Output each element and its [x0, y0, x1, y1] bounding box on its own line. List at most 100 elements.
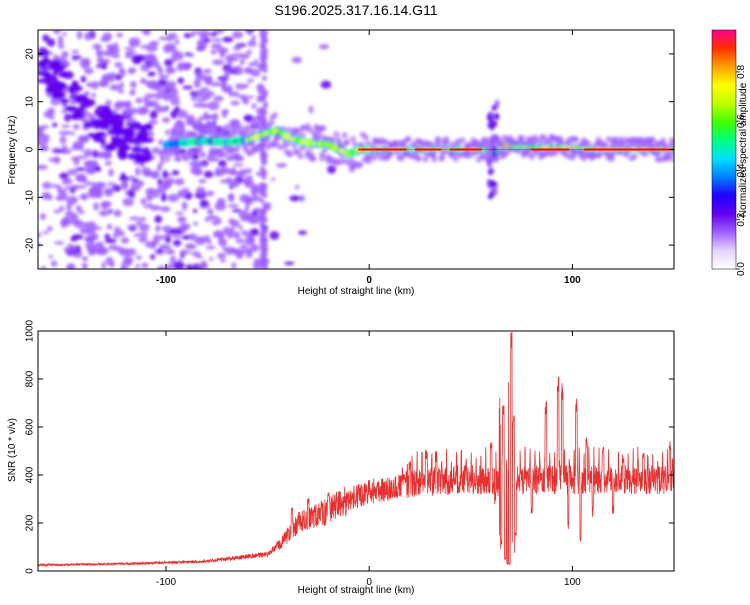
spectrogram-noise-blob [87, 244, 93, 250]
spectrogram-noise-blob [38, 129, 45, 138]
spectrogram-diagonal-blob [79, 102, 90, 109]
spectrogram-noise-blob [230, 226, 235, 234]
spectrogram-noise-blob [96, 64, 103, 69]
spectrogram-noise-blob [181, 201, 188, 211]
spectrogram-noise-blob [151, 100, 159, 108]
spectrogram-noise-blob [195, 255, 203, 259]
spectrogram-noise-blob [227, 204, 239, 208]
spectrogram-noise-blob [59, 172, 69, 180]
spectrogram-noise-blob [155, 235, 167, 240]
spectrogram-diagonal-blob [40, 64, 48, 70]
spectrogram-halo [649, 136, 656, 143]
spectrogram-stripe-blob [260, 189, 266, 195]
spectrogram-noise-blob [246, 249, 252, 253]
spectrogram-noise-blob [138, 236, 148, 243]
spectrogram-noise-blob [169, 255, 177, 264]
spectrogram-noise-blob [104, 233, 111, 240]
spectrogram-noise-blob [84, 235, 96, 243]
spectrogram-diagonal-blob [81, 97, 90, 102]
spectrogram-tone-core [498, 146, 503, 150]
spectrogram-stripe-blob [259, 258, 265, 264]
spectrogram-tone-core [522, 145, 527, 149]
spectrogram-stripe-blob [262, 262, 268, 268]
spectrogram-noise-blob [85, 114, 96, 118]
spectrogram-diagonal-blob [96, 131, 104, 137]
spectrogram-noise-blob [92, 149, 99, 158]
spectrogram-disturbance-blob [491, 137, 497, 144]
spectrogram-noise-blob [39, 213, 46, 220]
spectrogram-noise-blob [90, 226, 103, 230]
spectrogram-noise-blob [111, 53, 121, 59]
spectrogram-noise-blob [157, 66, 164, 75]
spectrogram-noise-blob [149, 205, 161, 211]
spectrogram-halo [315, 132, 322, 139]
spectrogram-noise-blob [243, 196, 254, 205]
spectrogram-diagonal-blob [54, 83, 67, 91]
spectrogram-noise-blob [217, 159, 227, 168]
spectrogram-disturbance-blob [494, 99, 500, 106]
spectrogram-noise-blob [75, 173, 87, 183]
spectrogram-disturbance-blob [493, 156, 499, 163]
spectrogram-disturbance-blob [487, 169, 493, 176]
colorbar-tick-label: 0.0 [736, 262, 747, 276]
spectrogram-noise-blob [91, 92, 96, 98]
spectrogram-noise-blob [112, 232, 119, 239]
spectrogram-noise-blob [128, 189, 134, 195]
spectrogram-noise-blob [182, 187, 190, 195]
spectrogram-noise-blob [271, 177, 276, 181]
colorbar-tick-label: 0.2 [736, 212, 747, 226]
spectrogram-halo [232, 127, 239, 134]
spectrogram-xtick-label: -100 [156, 275, 176, 286]
spectrogram-noise-blob [143, 96, 149, 103]
spectrogram-stripe-blob [262, 250, 268, 256]
spectrogram-noise-blob [71, 55, 83, 60]
snr-ytick-label: 0 [25, 568, 36, 574]
spectrogram-noise-blob [242, 177, 254, 185]
spectrogram-halo [349, 158, 356, 165]
spectrogram-halo [443, 139, 450, 146]
spectrogram-noise-blob [205, 190, 215, 197]
spectrogram-stripe-blob [262, 183, 268, 189]
spectrogram-noise-blob [81, 262, 88, 269]
spectrogram-noise-blob [70, 184, 81, 191]
spectrogram-diagonal-blob [104, 144, 114, 150]
spectrogram-noise-blob [93, 202, 100, 211]
spectrogram-diagonal-blob [46, 64, 59, 71]
spectrogram-noise-blob [52, 122, 58, 128]
spectrogram-noise-blob [135, 264, 140, 269]
spectrogram-noise-blob [38, 140, 49, 146]
spectrogram-disturbance-blob [488, 117, 494, 124]
spectrogram-noise-blob [124, 46, 135, 51]
spectrogram-noise-blob [243, 114, 253, 122]
spectrogram-noise-blob [204, 38, 211, 43]
spectrogram-noise-blob [53, 30, 61, 35]
spectrogram-halo [392, 140, 399, 147]
spectrogram-noise-blob [222, 246, 228, 251]
spectrogram-noise-blob [162, 44, 173, 54]
spectrogram-noise-blob [187, 53, 195, 58]
spectrogram-noise-blob [246, 30, 253, 35]
spectrogram-noise-blob [125, 248, 137, 256]
spectrogram-noise-blob [233, 45, 242, 51]
spectrogram-halo [517, 135, 524, 142]
spectrogram-noise-blob [45, 92, 53, 98]
spectrogram-noise-blob [157, 79, 168, 87]
spectrogram-noise-blob [197, 117, 202, 124]
spectrogram-noise-blob [230, 100, 240, 106]
spectrogram-noise-blob [130, 88, 136, 96]
spectrogram-diagonal-blob [140, 155, 152, 163]
spectrogram-diagonal-blob [38, 47, 47, 52]
spectrogram-noise-blob [222, 36, 234, 43]
spectrogram-noise-blob [38, 164, 48, 170]
spectrogram-noise-blob [220, 258, 226, 263]
spectrogram-stripe-blob [260, 169, 266, 175]
spectrogram-diagonal-blob [125, 122, 137, 127]
spectrogram-noise-blob [187, 233, 198, 241]
spectrogram-noise-blob [179, 249, 186, 256]
spectrogram-noise-blob [84, 32, 92, 41]
spectrogram-noise-blob [125, 117, 136, 124]
spectrogram-noise-blob [171, 234, 182, 239]
spectrogram-noise-blob [114, 226, 121, 234]
spectrogram-noise-blob [38, 232, 42, 238]
